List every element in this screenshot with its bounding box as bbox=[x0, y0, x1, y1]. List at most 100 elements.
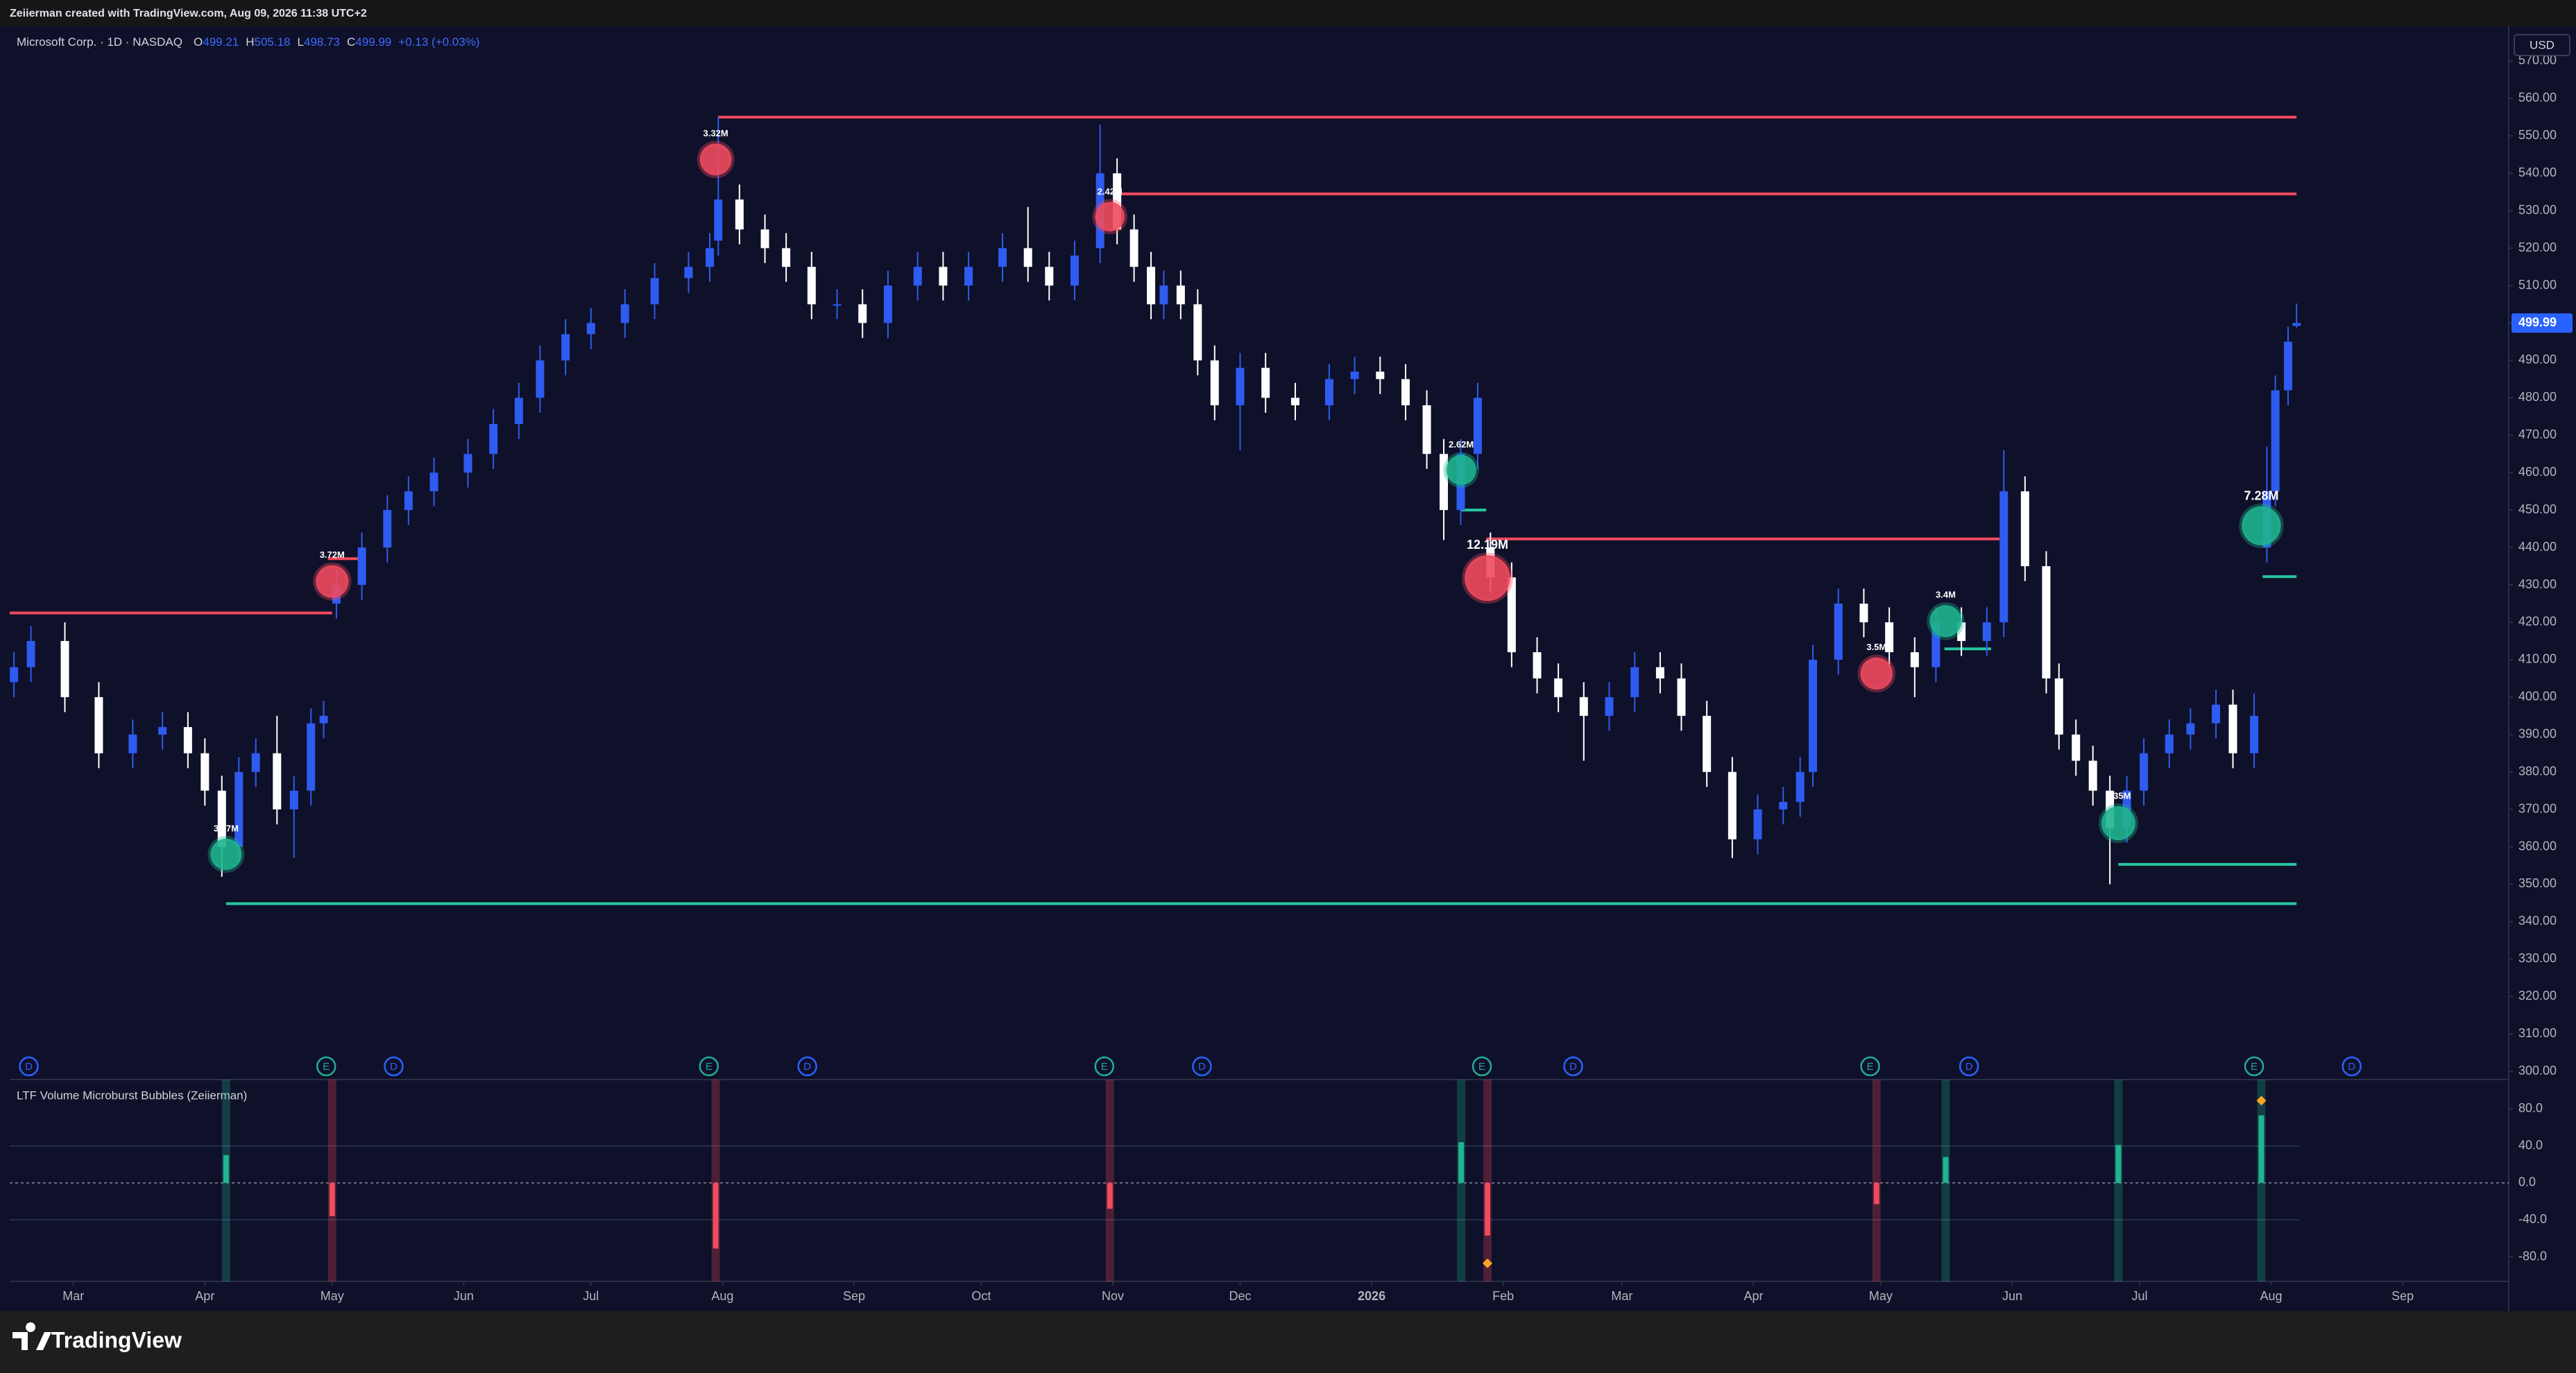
bubble-label: 3.07M bbox=[214, 823, 239, 833]
event-label: D bbox=[25, 1061, 33, 1073]
y-tick-label: 490.00 bbox=[2518, 352, 2557, 366]
y-tick-label: 420.00 bbox=[2518, 615, 2557, 629]
event-label: E bbox=[1101, 1061, 1108, 1073]
volume-bubble bbox=[697, 140, 735, 178]
candle-body bbox=[1795, 771, 1805, 802]
x-tick-label: Jun bbox=[2002, 1289, 2022, 1303]
candle-body bbox=[1023, 248, 1032, 267]
candle-body bbox=[2250, 715, 2259, 753]
candle-body bbox=[620, 304, 629, 323]
y-tick-label: 480.00 bbox=[2518, 390, 2557, 404]
x-tick-label: May bbox=[1869, 1289, 1893, 1303]
change-value: +0.13 (+0.03%) bbox=[398, 35, 479, 49]
event-label: E bbox=[1478, 1061, 1485, 1073]
candle-body bbox=[714, 199, 723, 241]
indicator-marker bbox=[2256, 1095, 2267, 1106]
x-tick-label: May bbox=[321, 1289, 344, 1303]
indicator-tick-label: 80.0 bbox=[2518, 1101, 2543, 1115]
bubble-label: 2.42M bbox=[1098, 186, 1123, 196]
candle-body bbox=[650, 278, 659, 305]
ohlc-value: 499.21 bbox=[203, 35, 239, 49]
candle-body bbox=[514, 398, 523, 425]
candle-body bbox=[2212, 704, 2221, 724]
candle-body bbox=[1753, 809, 1762, 839]
y-tick-label: 540.00 bbox=[2518, 166, 2557, 180]
volume-bubble bbox=[1092, 199, 1128, 234]
candle-body bbox=[217, 790, 226, 847]
candle-body bbox=[463, 454, 472, 473]
event-label: D bbox=[1965, 1061, 1973, 1073]
candle-body bbox=[383, 510, 392, 548]
candle-body bbox=[1473, 398, 1482, 454]
candle-body bbox=[1885, 622, 1894, 653]
y-tick-label: 510.00 bbox=[2518, 278, 2557, 291]
y-tick-label: 380.00 bbox=[2518, 764, 2557, 778]
candle-body bbox=[964, 266, 973, 286]
volume-bubble bbox=[1443, 452, 1479, 488]
bubble-label: 7.28M bbox=[2244, 488, 2278, 502]
volume-bubble bbox=[1857, 654, 1896, 693]
candle-body bbox=[2165, 734, 2174, 753]
candle-body bbox=[706, 248, 715, 267]
y-tick-label: 310.00 bbox=[2518, 1026, 2557, 1040]
x-tick-label: Aug bbox=[2260, 1289, 2283, 1303]
candle-body bbox=[1834, 603, 1843, 660]
y-tick-label: 530.00 bbox=[2518, 203, 2557, 216]
candle-body bbox=[561, 334, 570, 361]
indicator-column bbox=[1105, 1080, 1114, 1281]
event-label: E bbox=[2251, 1061, 2258, 1073]
candle-body bbox=[807, 266, 816, 305]
y-tick-label: 330.00 bbox=[2518, 951, 2557, 965]
x-tick-label: Nov bbox=[1102, 1289, 1124, 1303]
candle-body bbox=[1554, 678, 1563, 697]
candle-body bbox=[234, 771, 244, 847]
event-label: E bbox=[1867, 1061, 1874, 1073]
candle-body bbox=[858, 304, 867, 323]
event-marker bbox=[1094, 1056, 1115, 1077]
candle-body bbox=[536, 360, 545, 398]
y-tick-label: 360.00 bbox=[2518, 839, 2557, 853]
volume-bubble bbox=[2098, 803, 2138, 844]
candle-body bbox=[1324, 379, 1333, 406]
candle-body bbox=[319, 715, 328, 724]
volume-bubble bbox=[1462, 552, 1513, 604]
x-tick-label: Sep bbox=[2391, 1289, 2414, 1303]
indicator-bar bbox=[1873, 1182, 1879, 1204]
x-tick-label: Mar bbox=[1611, 1289, 1632, 1303]
event-label: E bbox=[323, 1061, 330, 1073]
x-tick-label: Sep bbox=[843, 1289, 865, 1303]
candle-body bbox=[60, 640, 69, 697]
candle-body bbox=[10, 667, 19, 683]
x-tick-label: Dec bbox=[1229, 1289, 1251, 1303]
y-tick-label: 430.00 bbox=[2518, 577, 2557, 591]
candle-body bbox=[128, 734, 137, 753]
y-tick-label: 560.00 bbox=[2518, 91, 2557, 105]
x-tick-label: Oct bbox=[971, 1289, 991, 1303]
candle-body bbox=[489, 424, 498, 454]
candle-body bbox=[289, 790, 298, 810]
indicator-column bbox=[1483, 1080, 1492, 1281]
candle-body bbox=[1533, 652, 1542, 679]
y-tick-label: 410.00 bbox=[2518, 652, 2557, 666]
logo-mark bbox=[12, 1322, 51, 1350]
indicator-tick-label: -40.0 bbox=[2518, 1212, 2547, 1226]
y-tick-label: 440.00 bbox=[2518, 540, 2557, 554]
candle-body bbox=[833, 304, 842, 306]
ohlc-label: L bbox=[298, 35, 304, 49]
bubble-label: 3.32M bbox=[703, 128, 728, 138]
event-marker bbox=[1472, 1056, 1492, 1077]
volume-bubble bbox=[313, 562, 352, 601]
candle-body bbox=[1350, 371, 1359, 380]
indicator-tick-label: 0.0 bbox=[2518, 1175, 2536, 1189]
candle-body bbox=[2020, 491, 2029, 567]
ohlc-label: O bbox=[194, 35, 203, 49]
indicator-column bbox=[327, 1080, 336, 1281]
candle-body bbox=[1728, 771, 1737, 839]
candle-body bbox=[251, 753, 260, 772]
currency-box bbox=[2514, 34, 2570, 56]
candle-body bbox=[1655, 667, 1664, 679]
candle-body bbox=[94, 697, 103, 753]
event-label: D bbox=[1569, 1061, 1577, 1073]
attribution: Zeiierman created with TradingView.com, … bbox=[10, 8, 367, 19]
